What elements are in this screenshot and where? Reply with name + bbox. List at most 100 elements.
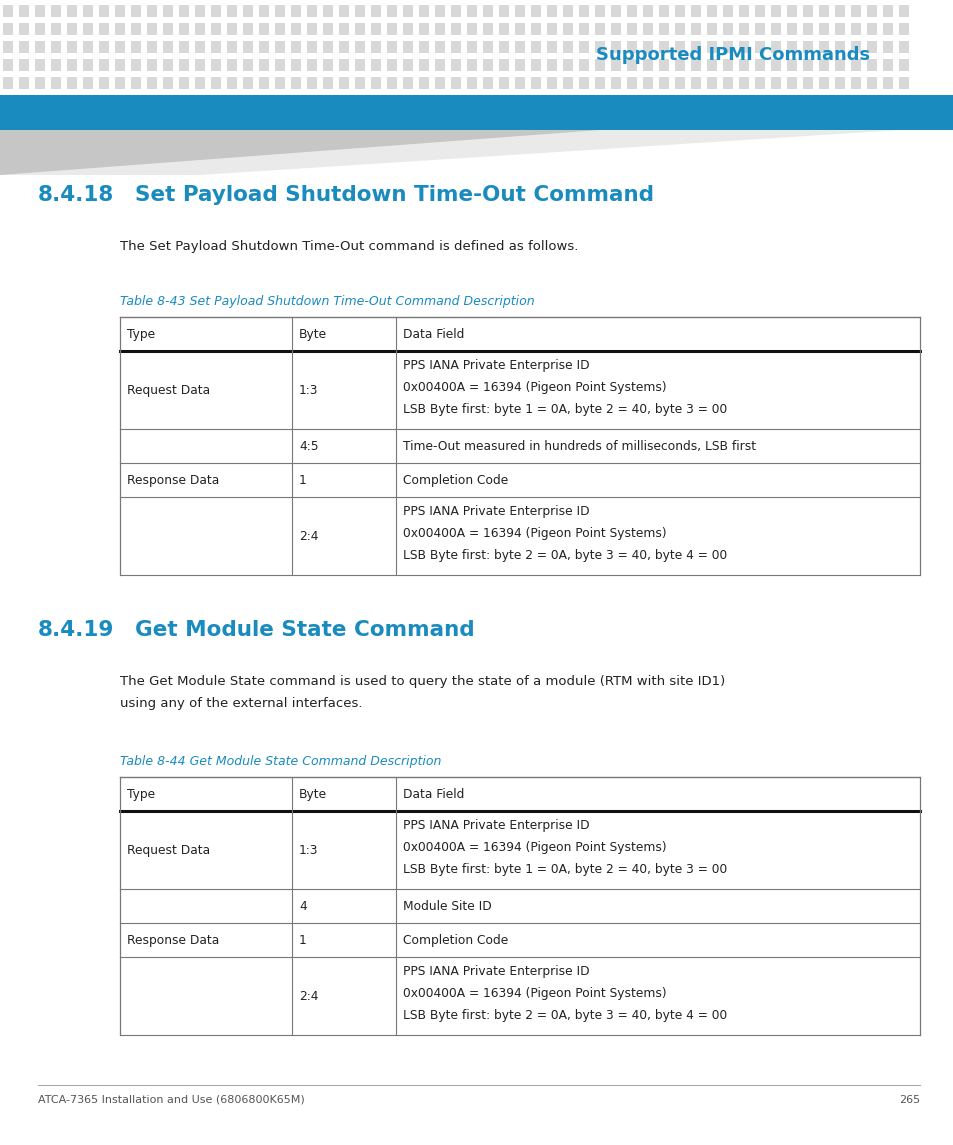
Bar <box>211 60 221 71</box>
Bar <box>323 41 333 53</box>
Bar <box>371 41 380 53</box>
Bar <box>802 41 812 53</box>
Bar <box>51 23 61 35</box>
Text: Type: Type <box>127 327 155 340</box>
Bar <box>435 5 444 17</box>
Bar <box>595 5 604 17</box>
Bar <box>355 5 365 17</box>
Text: The Set Payload Shutdown Time-Out command is defined as follows.: The Set Payload Shutdown Time-Out comman… <box>120 240 578 253</box>
Bar <box>546 60 557 71</box>
Bar <box>338 41 349 53</box>
Bar <box>227 41 236 53</box>
Bar <box>578 41 588 53</box>
Bar <box>323 60 333 71</box>
Text: Byte: Byte <box>298 327 327 340</box>
Text: 0x00400A = 16394 (Pigeon Point Systems): 0x00400A = 16394 (Pigeon Point Systems) <box>402 840 666 854</box>
Bar <box>163 60 172 71</box>
Bar <box>323 23 333 35</box>
Text: Data Field: Data Field <box>402 788 464 800</box>
Bar <box>706 77 717 89</box>
Bar <box>850 23 861 35</box>
Bar <box>163 77 172 89</box>
Text: Type: Type <box>127 788 155 800</box>
Bar <box>515 23 524 35</box>
Bar <box>546 77 557 89</box>
Bar <box>243 23 253 35</box>
Bar <box>659 60 668 71</box>
Bar <box>243 41 253 53</box>
Bar <box>562 77 573 89</box>
Bar <box>307 77 316 89</box>
Bar <box>338 60 349 71</box>
Text: 0x00400A = 16394 (Pigeon Point Systems): 0x00400A = 16394 (Pigeon Point Systems) <box>402 527 666 540</box>
Bar <box>467 5 476 17</box>
Bar <box>211 77 221 89</box>
Bar <box>115 77 125 89</box>
Text: Get Module State Command: Get Module State Command <box>120 619 475 640</box>
Bar <box>515 41 524 53</box>
Bar <box>451 77 460 89</box>
Bar <box>770 77 781 89</box>
Bar <box>850 5 861 17</box>
Bar <box>610 5 620 17</box>
Bar <box>642 41 652 53</box>
Bar <box>163 41 172 53</box>
Text: 4: 4 <box>298 900 307 913</box>
Bar <box>83 77 92 89</box>
Bar <box>722 77 732 89</box>
Bar <box>387 5 396 17</box>
Bar <box>307 41 316 53</box>
Bar <box>898 23 908 35</box>
Bar <box>120 497 919 575</box>
Bar <box>706 60 717 71</box>
Bar <box>659 5 668 17</box>
Bar <box>722 60 732 71</box>
Bar <box>498 5 509 17</box>
Bar <box>818 60 828 71</box>
Bar <box>882 23 892 35</box>
Bar <box>371 5 380 17</box>
Bar <box>115 41 125 53</box>
Bar <box>418 60 429 71</box>
Bar <box>194 23 205 35</box>
Bar <box>418 77 429 89</box>
Text: 2:4: 2:4 <box>298 989 318 1003</box>
Bar <box>194 77 205 89</box>
Bar <box>786 77 796 89</box>
Bar <box>866 23 876 35</box>
Bar <box>739 77 748 89</box>
Bar <box>3 77 13 89</box>
Bar <box>482 23 493 35</box>
Bar <box>546 41 557 53</box>
Text: LSB Byte first: byte 1 = 0A, byte 2 = 40, byte 3 = 00: LSB Byte first: byte 1 = 0A, byte 2 = 40… <box>402 863 726 876</box>
Bar <box>402 77 413 89</box>
Bar <box>659 23 668 35</box>
Bar <box>355 23 365 35</box>
Bar <box>120 463 919 497</box>
Bar <box>120 317 919 352</box>
Bar <box>739 23 748 35</box>
Bar <box>194 60 205 71</box>
Polygon shape <box>0 131 599 175</box>
Bar <box>19 60 29 71</box>
Bar <box>626 41 637 53</box>
Bar <box>99 5 109 17</box>
Text: 2:4: 2:4 <box>298 529 318 543</box>
Text: Response Data: Response Data <box>127 474 219 487</box>
Bar <box>179 23 189 35</box>
Bar <box>120 777 919 811</box>
Bar <box>562 41 573 53</box>
Bar <box>307 5 316 17</box>
Bar <box>291 60 301 71</box>
Bar <box>258 23 269 35</box>
Bar <box>51 60 61 71</box>
Bar <box>99 60 109 71</box>
Bar <box>626 60 637 71</box>
Bar <box>898 60 908 71</box>
Bar <box>355 77 365 89</box>
Bar <box>546 5 557 17</box>
Bar <box>19 23 29 35</box>
Bar <box>291 41 301 53</box>
Bar <box>451 23 460 35</box>
Bar <box>739 41 748 53</box>
